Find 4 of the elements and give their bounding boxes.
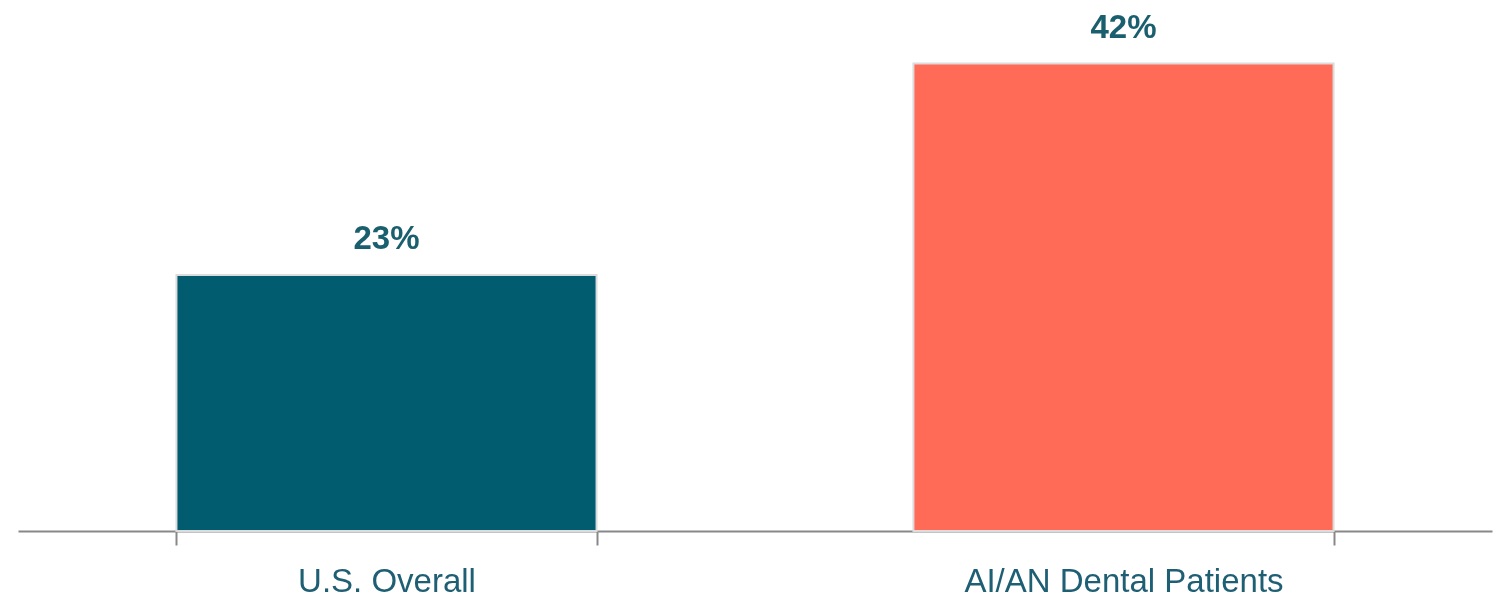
data-label: 42% [1090,7,1157,45]
x-tick-label: AI/AN Dental Patients [964,561,1284,599]
x-tick-label: U.S. Overall [298,561,476,599]
data-label: 23% [353,219,420,257]
